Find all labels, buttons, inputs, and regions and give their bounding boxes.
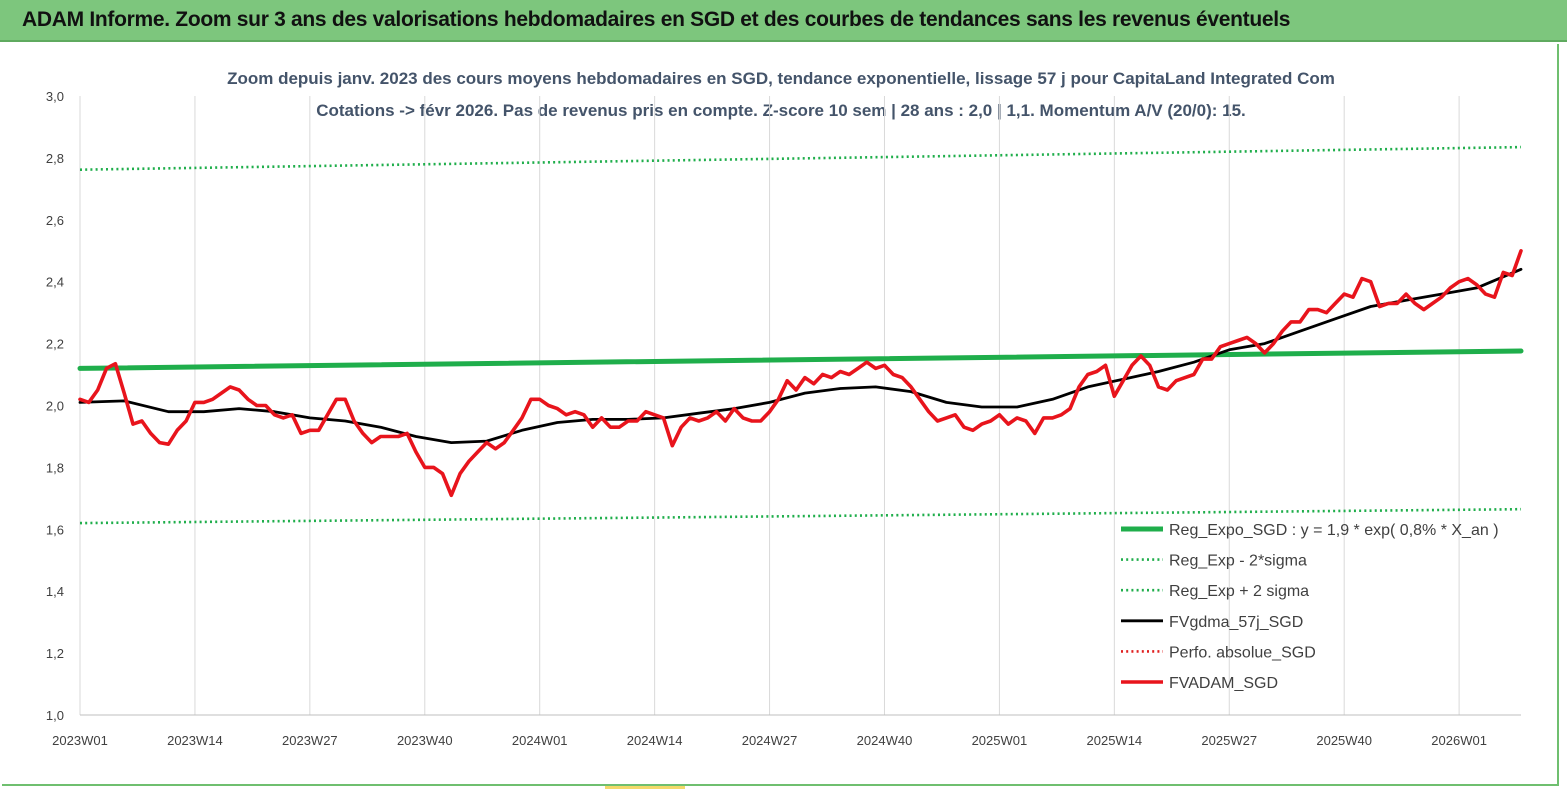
y-tick-label: 1,2 xyxy=(46,646,64,661)
axes: 1,0 1,2 1,4 1,6 1,8 2,0 2,2 2,4 2,6 2,8 3,0 2023W01… xyxy=(46,89,1521,748)
x-tick-label: 2024W14 xyxy=(627,733,683,748)
x-tick-label: 2024W01 xyxy=(512,733,568,748)
legend: Reg_Expo_SGD : y = 1,9 * exp( 0,8% * X_a… xyxy=(1121,522,1499,692)
series-line-reg-exp-2-sigma xyxy=(79,145,1522,171)
legend-label: FVgdma_57j_SGD xyxy=(1169,614,1303,631)
series xyxy=(77,145,1524,525)
x-tick-label: 2025W27 xyxy=(1201,733,1257,748)
y-tick-label: 2,4 xyxy=(46,275,64,290)
bottom-accent xyxy=(605,786,685,789)
x-tick-label: 2025W01 xyxy=(972,733,1028,748)
x-tick-label: 2026W01 xyxy=(1431,733,1487,748)
x-tick-label: 2023W40 xyxy=(397,733,453,748)
legend-label: Reg_Expo_SGD : y = 1,9 * exp( 0,8% * X_a… xyxy=(1169,522,1499,539)
chart-title-line-2: Cotations -> févr 2026. Pas de revenus p… xyxy=(316,101,1246,120)
banner-title: ADAM Informe. Zoom sur 3 ans des valoris… xyxy=(22,8,1291,31)
y-tick-label: 2,8 xyxy=(46,151,64,166)
legend-label: FVADAM_SGD xyxy=(1169,675,1278,692)
y-tick-label: 1,8 xyxy=(46,460,64,475)
chart-frame xyxy=(2,44,1559,786)
x-tick-label: 2023W01 xyxy=(52,733,108,748)
series-line-fvadam-sgd xyxy=(78,249,1523,498)
chart-title-line-1: Zoom depuis janv. 2023 des cours moyens … xyxy=(227,69,1335,88)
y-tick-label: 2,0 xyxy=(46,399,64,414)
gridlines xyxy=(79,96,1460,715)
legend-label: Reg_Exp - 2*sigma xyxy=(1169,553,1307,570)
y-tick-label: 1,4 xyxy=(46,584,64,599)
legend-label: Reg_Exp + 2 sigma xyxy=(1169,583,1309,600)
series-line-reg-expo-sgd-y-1-9-exp-0-8-x-an xyxy=(77,348,1524,371)
y-tick-label: 2,2 xyxy=(46,337,64,352)
y-tick-label: 1,6 xyxy=(46,522,64,537)
x-tick-label: 2023W27 xyxy=(282,733,338,748)
y-tick-label: 3,0 xyxy=(46,89,64,104)
title-banner: ADAM Informe. Zoom sur 3 ans des valoris… xyxy=(0,0,1567,42)
x-tick-label: 2025W40 xyxy=(1316,733,1372,748)
x-tick-label: 2025W14 xyxy=(1087,733,1143,748)
legend-label: Perfo. absolue_SGD xyxy=(1169,644,1316,661)
x-tick-label: 2024W40 xyxy=(857,733,913,748)
x-tick-label: 2023W14 xyxy=(167,733,223,748)
y-tick-label: 1,0 xyxy=(46,708,64,723)
x-tick-label: 2024W27 xyxy=(742,733,798,748)
y-tick-label: 2,6 xyxy=(46,213,64,228)
series-line-reg-exp-2-sigma xyxy=(79,507,1522,525)
